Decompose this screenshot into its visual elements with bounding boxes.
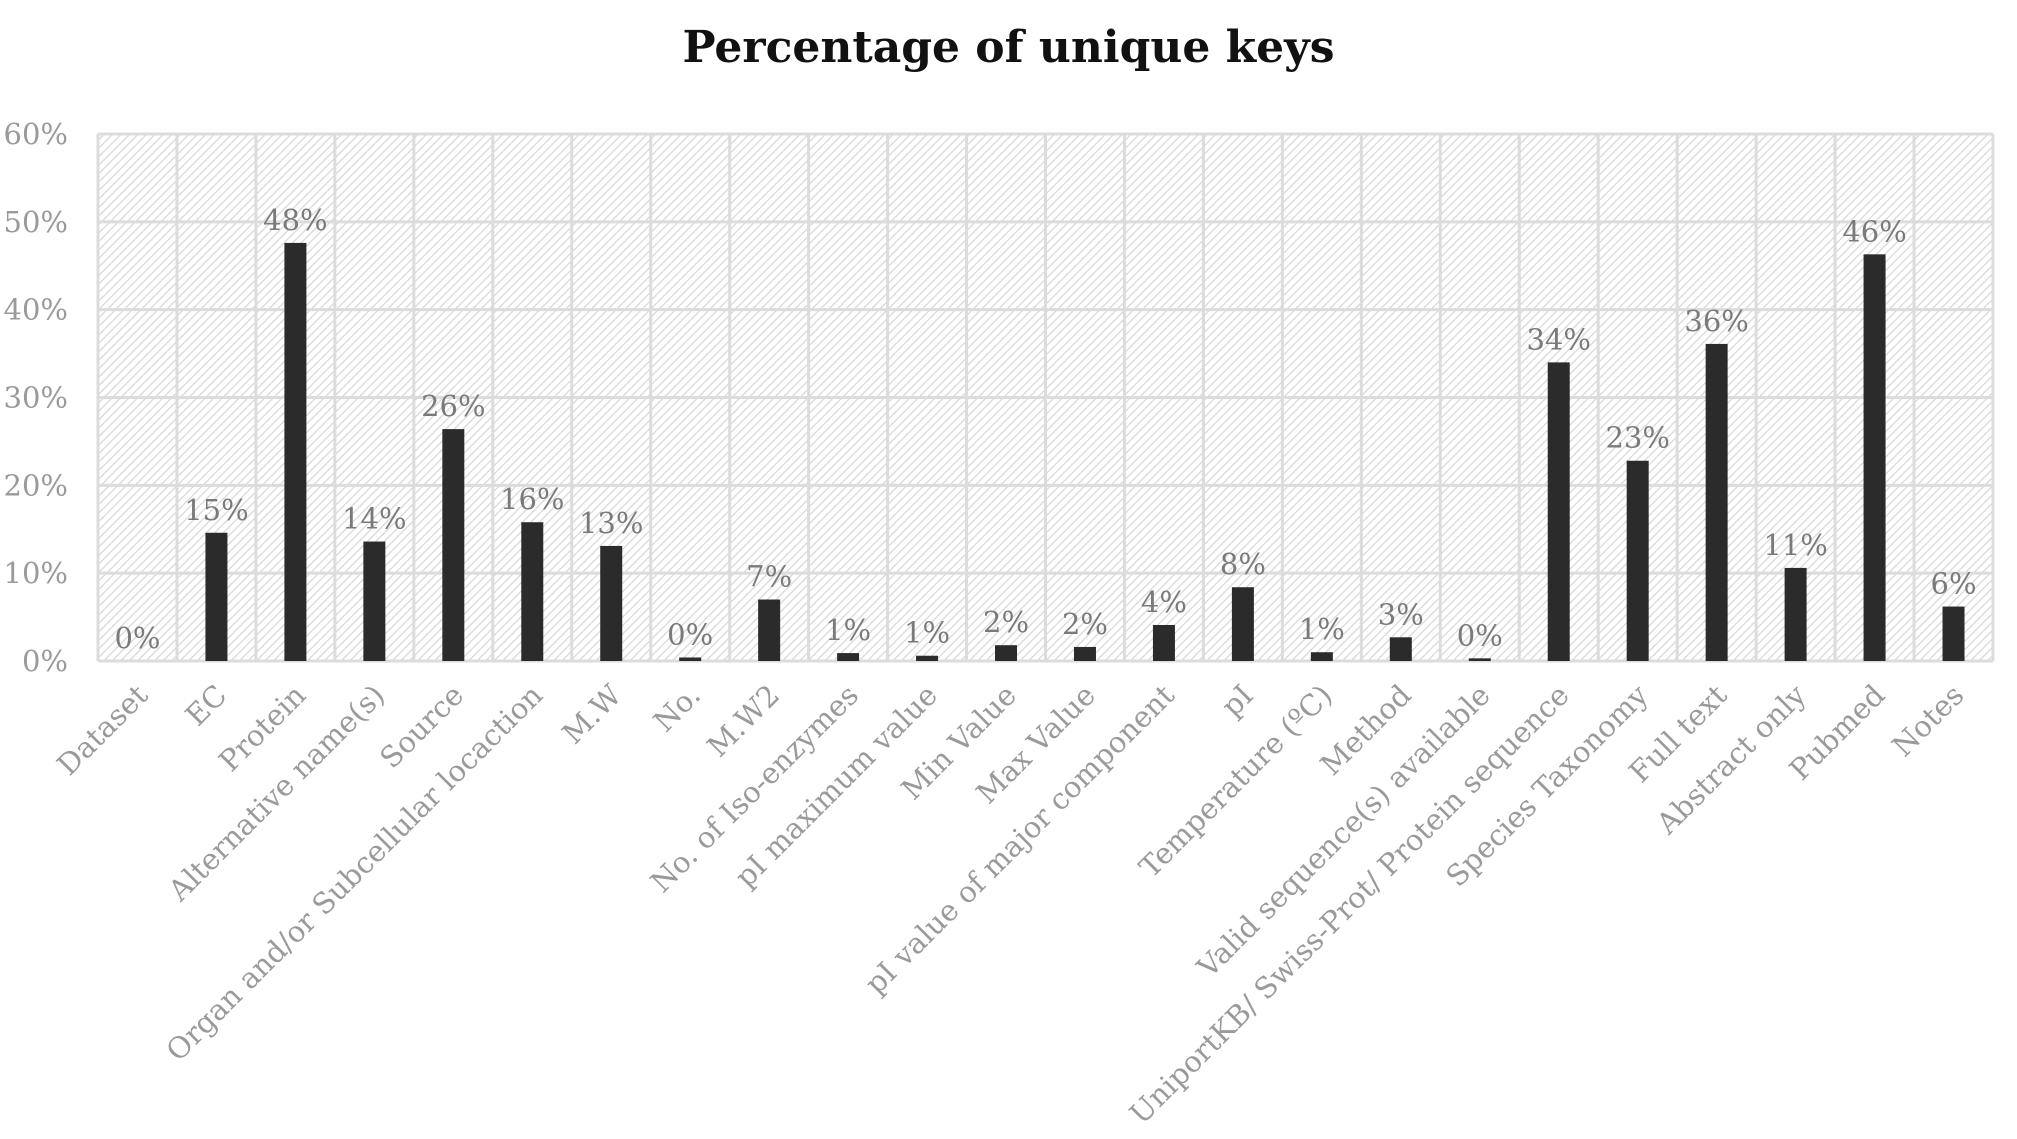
data-label: 14% — [342, 502, 406, 536]
bar — [1152, 624, 1175, 661]
bar — [1705, 343, 1728, 661]
data-label: 8% — [1220, 547, 1266, 581]
y-tick-label: 50% — [4, 205, 68, 239]
data-label: 6% — [1931, 567, 1977, 601]
data-label: 0% — [667, 617, 713, 651]
y-tick-label: 20% — [4, 468, 68, 502]
bar — [363, 541, 386, 661]
data-label: 7% — [746, 560, 792, 594]
y-tick-label: 40% — [4, 293, 68, 327]
data-labels: 0% 15% 48% 14% 26% 16% 13% 0% 7% 1% 1% 2% 2% 4% 8% 1% 3%… — [114, 203, 1976, 655]
x-tick-label: Dataset — [50, 678, 154, 782]
y-tick-label: 10% — [4, 556, 68, 590]
bar — [758, 599, 781, 661]
bar — [284, 242, 307, 661]
data-label: 11% — [1763, 528, 1827, 562]
data-label: 3% — [1378, 597, 1424, 631]
bar — [442, 429, 465, 661]
bar — [521, 522, 544, 661]
data-label: 15% — [184, 493, 248, 527]
bar — [1389, 637, 1412, 661]
bar — [916, 655, 939, 661]
bar — [1310, 652, 1333, 661]
bar — [1547, 362, 1570, 661]
bar — [1942, 606, 1965, 661]
data-label: 1% — [825, 613, 871, 647]
data-label: 1% — [1299, 612, 1345, 646]
bar — [1626, 460, 1649, 661]
bar — [1073, 646, 1096, 661]
bars — [205, 242, 1965, 661]
data-label: 1% — [904, 616, 950, 650]
bar — [1863, 254, 1886, 661]
data-label: 34% — [1526, 322, 1590, 356]
y-tick-label: 30% — [4, 381, 68, 415]
bar — [600, 545, 623, 661]
y-tick-label: 60% — [4, 117, 68, 151]
chart-title: Percentage of unique keys — [682, 22, 1335, 73]
y-axis-tick-labels: 0% 10% 20% 30% 40% 50% 60% — [4, 117, 68, 678]
data-label: 2% — [983, 605, 1029, 639]
data-label: 13% — [579, 506, 643, 540]
data-label: 36% — [1684, 304, 1748, 338]
data-label: 0% — [1457, 618, 1503, 652]
data-label: 16% — [500, 482, 564, 516]
data-label: 46% — [1842, 214, 1906, 248]
bar — [1231, 587, 1254, 661]
bar — [837, 653, 860, 661]
x-tick-label: Valid sequence(s) available — [1190, 678, 1497, 985]
y-tick-label: 0% — [22, 644, 68, 678]
gridlines — [96, 132, 1995, 663]
x-tick-label: No. — [647, 678, 707, 738]
data-label: 0% — [114, 621, 160, 655]
x-tick-label: pI — [1215, 678, 1260, 723]
data-label: 26% — [421, 389, 485, 423]
x-tick-label: EC — [179, 678, 234, 733]
x-tick-label: Notes — [1885, 678, 1970, 763]
bar — [995, 645, 1018, 661]
bar — [205, 532, 228, 661]
data-label: 23% — [1605, 421, 1669, 455]
data-label: 48% — [263, 203, 327, 237]
data-label: 4% — [1141, 585, 1187, 619]
data-label: 2% — [1062, 607, 1108, 641]
bar — [1784, 567, 1807, 661]
bar — [1468, 658, 1491, 661]
x-tick-label: M.W — [556, 678, 629, 751]
bar — [679, 657, 702, 661]
